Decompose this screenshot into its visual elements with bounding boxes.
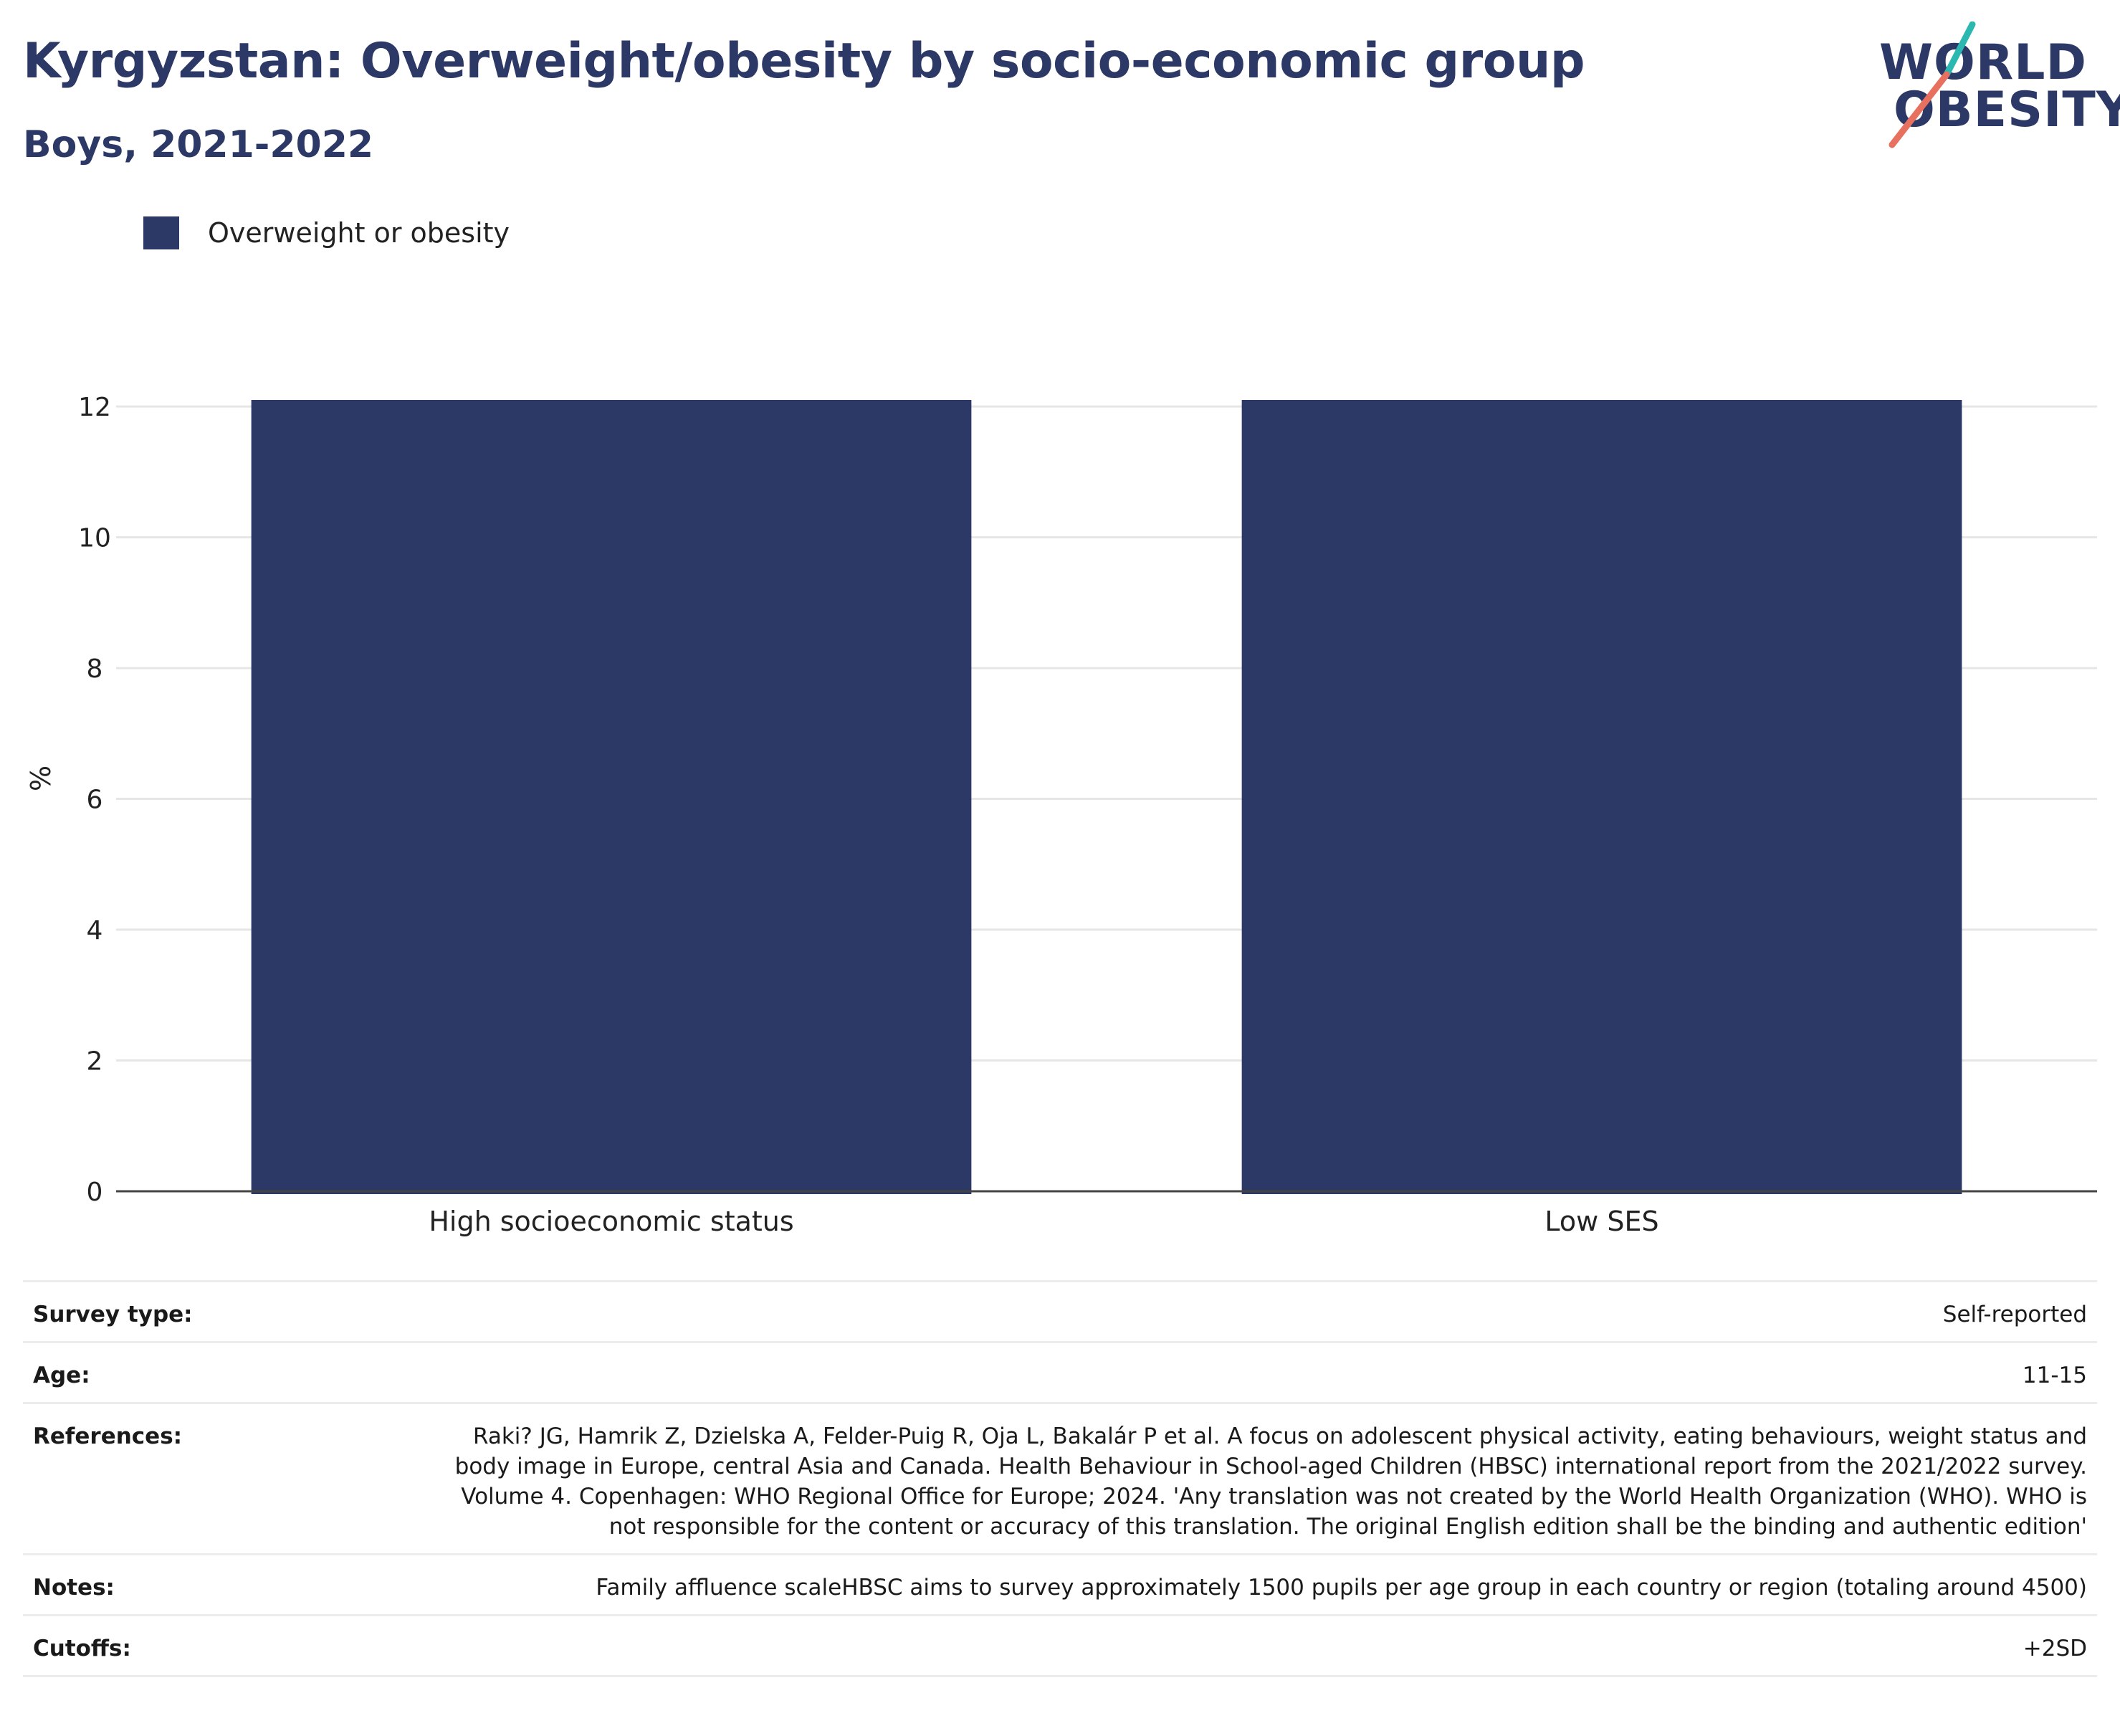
meta-value: Family affluence scaleHBSC aims to surve…	[424, 1553, 2097, 1616]
x-tick-labels: High socioeconomic status Low SES	[429, 1206, 1658, 1237]
logo-word-world: WORLD	[1879, 34, 2087, 91]
meta-value: Raki? JG, Hamrik Z, Dzielska A, Felder-P…	[424, 1402, 2097, 1555]
y-tick-label: 0	[87, 1178, 103, 1207]
meta-key: References:	[23, 1402, 424, 1555]
meta-row-notes: Notes: Family affluence scaleHBSC aims t…	[23, 1553, 2097, 1616]
x-tick-label: Low SES	[1544, 1206, 1658, 1237]
meta-row-cutoffs: Cutoffs: +2SD	[23, 1614, 2097, 1677]
legend-label: Overweight or obesity	[208, 217, 510, 249]
y-tick-label: 10	[78, 524, 111, 553]
metadata-table: Survey type: Self-reported Age: 11-15 Re…	[23, 1280, 2097, 1677]
x-tick-label: High socioeconomic status	[429, 1206, 793, 1237]
meta-row-references: References: Raki? JG, Hamrik Z, Dzielska…	[23, 1402, 2097, 1555]
y-tick-labels: 0 2 4 6 8 10 12	[78, 393, 111, 1207]
chart-subtitle: Boys, 2021-2022	[23, 123, 374, 166]
legend: Overweight or obesity	[143, 215, 510, 251]
world-obesity-logo: WORLD OBESITY	[1871, 22, 2120, 151]
meta-key: Notes:	[23, 1553, 424, 1616]
y-tick-label: 4	[87, 916, 103, 945]
chart-title: Kyrgyzstan: Overweight/obesity by socio-…	[23, 33, 1585, 90]
bar	[251, 400, 972, 1194]
y-tick-label: 12	[78, 393, 111, 422]
meta-key: Cutoffs:	[23, 1614, 424, 1677]
bars	[251, 400, 1962, 1194]
legend-swatch	[143, 216, 179, 249]
bar-chart: 0 2 4 6 8 10 12 High socioeconomic status Low S…	[25, 393, 2097, 1237]
logo-slash-icon	[1889, 22, 1976, 148]
y-axis-label: %	[25, 766, 57, 791]
meta-value: +2SD	[424, 1614, 2097, 1677]
meta-row-survey-type: Survey type: Self-reported	[23, 1280, 2097, 1342]
meta-key: Age:	[23, 1341, 424, 1403]
y-tick-label: 2	[87, 1047, 103, 1077]
y-tick-label: 6	[87, 786, 103, 815]
meta-value: Self-reported	[424, 1280, 2097, 1342]
bar	[1241, 400, 1962, 1194]
y-tick-label: 8	[87, 654, 103, 684]
meta-value: 11-15	[424, 1341, 2097, 1403]
meta-row-age: Age: 11-15	[23, 1341, 2097, 1403]
meta-key: Survey type:	[23, 1280, 424, 1342]
